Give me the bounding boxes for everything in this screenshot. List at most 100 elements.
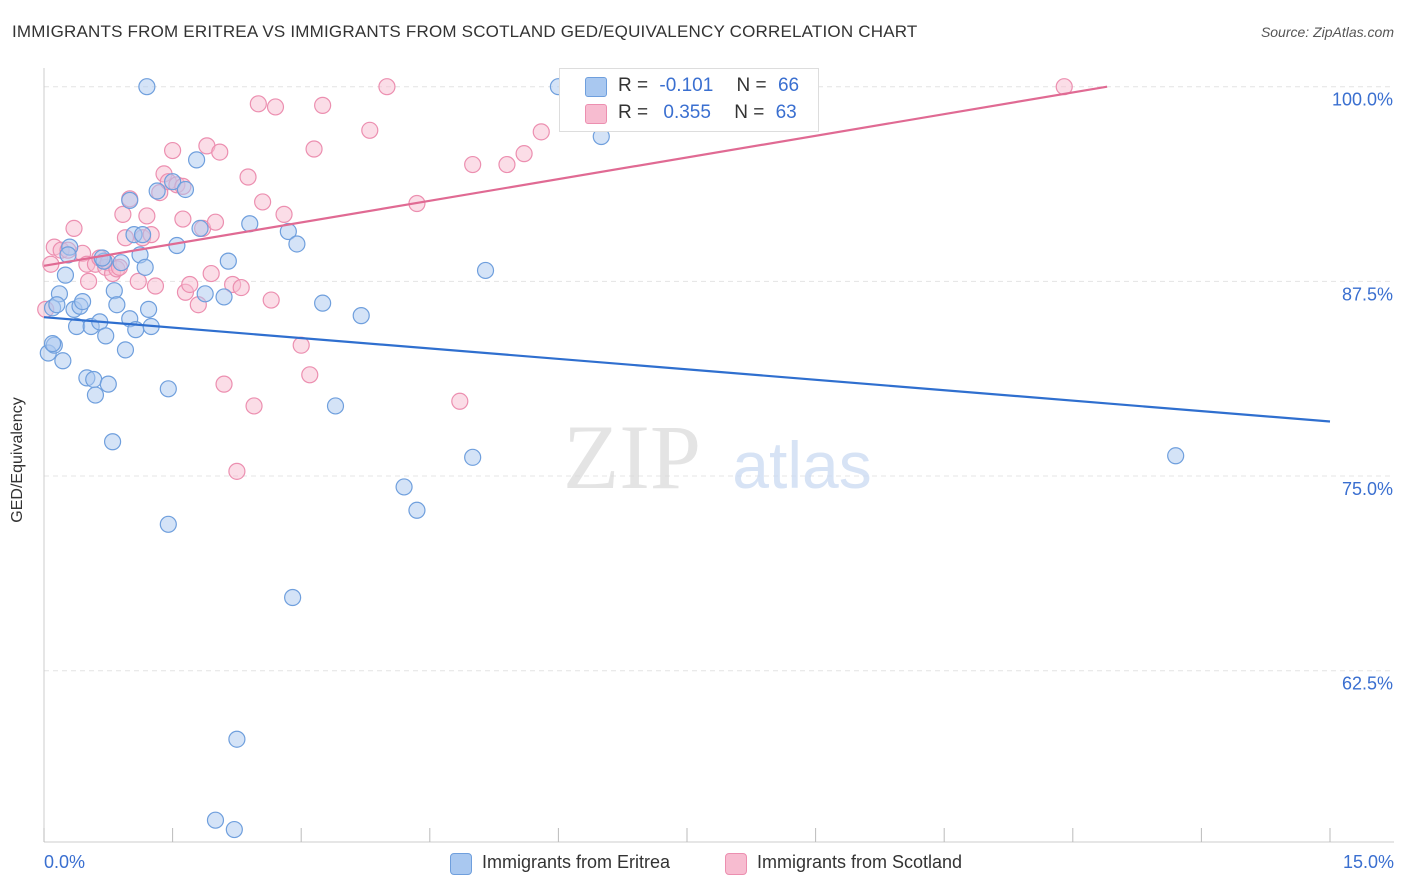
eritrea-point (159, 380, 177, 398)
scotland-point (301, 366, 319, 384)
scotland-point (181, 275, 199, 294)
eritrea-point (408, 501, 426, 519)
y-tick-label: 62.5% (1342, 674, 1393, 694)
eritrea-point (196, 285, 214, 303)
eritrea-swatch (450, 853, 472, 875)
scotland-point (146, 277, 165, 295)
scotland-point (164, 141, 182, 160)
scotland-point (275, 205, 293, 223)
eritrea-point (219, 252, 237, 270)
scotland-point (532, 123, 550, 141)
watermark-atlas: atlas (732, 428, 871, 502)
scotland-point (245, 397, 263, 415)
legend-r-value-scotland: 0.355 (663, 102, 711, 123)
scotland-point (254, 193, 272, 211)
scotland-point (451, 392, 469, 410)
eritrea-point (215, 288, 233, 306)
scotland-point (305, 140, 323, 158)
scotland-point (464, 155, 482, 174)
eritrea-point (1167, 447, 1185, 465)
scotland-point (202, 264, 220, 283)
scotland-point (174, 210, 192, 228)
source-note: Source: ZipAtlas.com (1260, 24, 1394, 40)
eritrea-point (464, 448, 482, 466)
scotland-trend-line (43, 85, 1108, 267)
scotland-point (314, 96, 332, 114)
eritrea-point (138, 78, 156, 96)
x-tick-label-min: 0.0% (44, 852, 86, 872)
scotland-point (79, 272, 98, 290)
eritrea-point (326, 397, 345, 415)
axes (43, 68, 1394, 843)
eritrea-point (284, 588, 302, 607)
legend-n-value-scotland: 63 (775, 102, 797, 123)
scotland-point (239, 168, 257, 186)
stats-legend: R = -0.101 N = 66 R = 0.355 N = 63 (559, 68, 819, 132)
legend-r-label: R = (618, 75, 649, 96)
watermark-zip: ZIP (563, 406, 701, 508)
eritrea-point (108, 296, 126, 314)
eritrea-point (121, 191, 139, 209)
eritrea-swatch (585, 77, 607, 97)
eritrea-point (112, 254, 130, 272)
eritrea-point (97, 327, 115, 345)
eritrea-point (352, 307, 370, 325)
eritrea-point (164, 173, 182, 191)
legend-n-label: N = (736, 75, 767, 96)
scotland-swatch (725, 853, 747, 875)
eritrea-point (105, 282, 123, 300)
eritrea-point (54, 352, 72, 370)
eritrea-point (116, 341, 135, 359)
eritrea-point (86, 386, 105, 404)
eritrea-point (476, 261, 495, 280)
y-tick-labels: 62.5% 75.0% 87.5% 100.0% (1332, 90, 1393, 694)
eritrea-trend-line (43, 316, 1331, 423)
scotland-point (138, 207, 156, 225)
scotland-point (129, 272, 147, 290)
scotland-point (515, 145, 533, 163)
y-tick-label: 100.0% (1332, 90, 1393, 110)
scotland-swatch (585, 104, 607, 124)
eritrea-point (133, 226, 152, 244)
bottom-legend-scotland-label: Immigrants from Scotland (757, 852, 963, 872)
eritrea-point (191, 219, 209, 238)
eritrea-point (176, 180, 195, 199)
x-tick-label-max: 15.0% (1342, 852, 1394, 872)
gridlines (44, 86, 1394, 672)
y-tick-label: 75.0% (1342, 479, 1393, 499)
y-tick-label: 87.5% (1342, 284, 1393, 304)
scotland-point (206, 213, 225, 231)
eritrea-point (168, 236, 186, 255)
eritrea-point (99, 375, 117, 393)
eritrea-point (85, 370, 103, 389)
eritrea-point (225, 820, 243, 839)
trend-lines (43, 85, 1331, 423)
eritrea-points (39, 78, 1185, 839)
legend-n-label: N = (734, 102, 765, 123)
eritrea-point (188, 151, 206, 169)
scotland-point (211, 143, 229, 161)
eritrea-point (43, 335, 62, 353)
legend-n-value-eritrea: 66 (777, 75, 800, 96)
scotland-point (262, 291, 280, 309)
eritrea-point (159, 515, 177, 533)
eritrea-point (288, 235, 306, 253)
chart-title: IMMIGRANTS FROM ERITREA VS IMMIGRANTS FR… (12, 22, 918, 41)
scotland-point (215, 375, 233, 393)
scotland-point (498, 155, 516, 174)
eritrea-point (228, 730, 246, 748)
eritrea-point (148, 182, 166, 200)
legend-r-value-eritrea: -0.101 (659, 75, 714, 96)
legend-r-label: R = (618, 102, 649, 123)
eritrea-point (48, 296, 66, 314)
scotland-point (65, 219, 83, 238)
scotland-points (37, 78, 1073, 480)
scotland-point (249, 95, 267, 113)
eritrea-point (136, 258, 154, 276)
eritrea-point (103, 433, 122, 451)
scotland-point (228, 462, 246, 480)
scotland-point (292, 336, 310, 354)
eritrea-point (139, 300, 158, 318)
scotland-point (232, 278, 250, 297)
